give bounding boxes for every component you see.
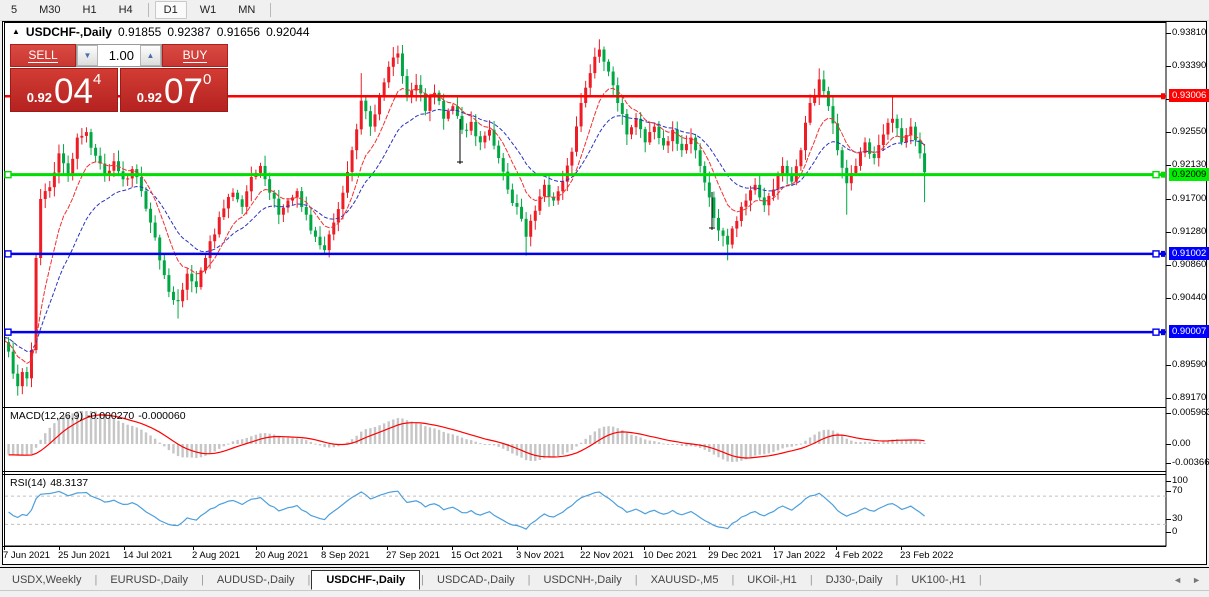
chart-title: ▲ USDCHF-,Daily 0.91855 0.92387 0.91656 … [12, 25, 310, 39]
timeframe-m30[interactable]: M30 [39, 4, 61, 16]
macd-axis-label: 0.005963 [1172, 407, 1209, 418]
date-axis-label: 29 Dec 2021 [708, 550, 762, 561]
quote-low: 0.91656 [216, 25, 261, 39]
timeframe-w1[interactable]: W1 [199, 4, 217, 16]
tab-ukoil-h1[interactable]: UKOil-,H1 [747, 573, 797, 586]
tabs-scroll-left-icon[interactable]: ◄ [1173, 574, 1183, 585]
chart-tabs-bar: USDX,Weekly | EURUSD-,Daily | AUDUSD-,Daily |… [0, 567, 1209, 591]
date-axis-label: 22 Nov 2021 [580, 550, 634, 561]
rsi-axis-label: 0 [1172, 526, 1178, 537]
tab-separator: | [978, 573, 982, 586]
tab-separator: | [731, 573, 735, 586]
rsi-axis-label: 100 [1172, 475, 1188, 486]
timeframe-toolbar: 5 M30 H1 H4 D1 W1 MN [0, 0, 1209, 21]
sell-price-sup: 4 [92, 71, 102, 88]
tab-separator: | [895, 573, 899, 586]
tab-audusd-daily[interactable]: AUDUSD-,Daily [216, 573, 295, 586]
sell-button[interactable]: SELL [10, 44, 76, 67]
price-level-badge: 0.92009 [1169, 167, 1209, 181]
tab-eurusd-daily[interactable]: EURUSD-,Daily [110, 573, 188, 586]
price-axis-label: 0.89170 [1172, 392, 1207, 403]
tab-separator: | [809, 573, 813, 586]
macd-axis-label: -0.003664 [1172, 457, 1209, 468]
price-level-badge: 0.91002 [1169, 246, 1209, 260]
toolbar-separator [270, 3, 272, 17]
tab-usdchf-daily[interactable]: USDCHF-,Daily [311, 569, 421, 590]
date-axis-label: 20 Aug 2021 [255, 550, 309, 561]
price-axis-label: 0.93390 [1172, 60, 1207, 72]
status-strip [0, 590, 1209, 597]
date-axis-label: 25 Jun 2021 [58, 550, 111, 561]
price-axis-label: 0.93810 [1172, 27, 1207, 38]
sell-price-big: 04 [54, 72, 93, 111]
date-axis-label: 7 Jun 2021 [3, 550, 51, 561]
tab-uk100-h1[interactable]: UK100-,H1 [911, 573, 966, 586]
price-axis-label: 0.90440 [1172, 292, 1207, 304]
date-axis-label: 2 Aug 2021 [192, 550, 241, 561]
tab-separator: | [634, 573, 638, 586]
macd-label: MACD(12,26,9) -0.000270 -0.000060 [10, 410, 186, 422]
date-axis-label: 8 Sep 2021 [321, 550, 370, 561]
tab-separator: | [527, 573, 531, 586]
buy-price-sup: 0 [202, 71, 212, 88]
rsi-axis-label: 30 [1172, 513, 1183, 524]
timeframe-5[interactable]: 5 [11, 4, 18, 16]
macd-value-main: -0.000270 [86, 410, 135, 422]
timeframe-h4[interactable]: H4 [118, 4, 133, 16]
buy-button[interactable]: BUY [162, 44, 228, 67]
rsi-value: 48.3137 [50, 477, 89, 489]
macd-value-signal: -0.000060 [138, 410, 186, 422]
quote-close: 0.92044 [266, 25, 310, 39]
price-axis-label: 0.92130 [1172, 159, 1207, 171]
volume-increase-icon[interactable]: ▲ [140, 45, 161, 66]
price-level-badge: 0.93006 [1169, 89, 1209, 103]
price-level-badge: 0.90007 [1169, 325, 1209, 339]
date-axis-label: 4 Feb 2022 [835, 550, 884, 561]
price-axis-label: 0.91280 [1172, 226, 1207, 238]
rsi-label: RSI(14) 48.3137 [10, 477, 89, 489]
date-axis-label: 3 Nov 2021 [516, 550, 565, 561]
tab-usdcad-daily[interactable]: USDCAD-,Daily [437, 573, 515, 586]
tab-usdcnh-daily[interactable]: USDCNH-,Daily [543, 573, 622, 586]
date-axis-label: 14 Jul 2021 [123, 550, 173, 561]
quote-high: 0.92387 [167, 25, 211, 39]
tab-separator: | [307, 573, 311, 586]
sell-price-panel[interactable]: 0.92 04 4 [10, 68, 118, 112]
date-axis-label: 23 Feb 2022 [900, 550, 954, 561]
chart-collapse-icon[interactable]: ▲ [12, 26, 20, 36]
tab-dj30-daily[interactable]: DJ30-,Daily [825, 573, 883, 586]
buy-price-big: 07 [164, 72, 203, 111]
tab-separator: | [200, 573, 204, 586]
date-axis-label: 15 Oct 2021 [451, 550, 503, 561]
price-axis-label: 0.89590 [1172, 358, 1207, 370]
buy-price-panel[interactable]: 0.92 07 0 [120, 68, 228, 112]
volume-spinner: ▼ 1.00 ▲ [76, 44, 162, 67]
tab-separator: | [421, 573, 425, 586]
tab-usdx-weekly[interactable]: USDX,Weekly [12, 573, 82, 586]
sell-price-prefix: 0.92 [26, 90, 53, 105]
price-axis-label: 0.91700 [1172, 192, 1207, 204]
trade-widget: SELL ▼ 1.00 ▲ BUY 0.92 04 4 0.92 07 0 [10, 44, 228, 112]
timeframe-h1[interactable]: H1 [82, 4, 97, 16]
date-axis-label: 10 Dec 2021 [643, 550, 697, 561]
tabs-scroll-right-icon[interactable]: ► [1192, 574, 1201, 585]
tab-separator: | [94, 573, 98, 586]
buy-price-prefix: 0.92 [136, 90, 163, 105]
chart-plot[interactable] [0, 0, 1209, 567]
price-axis-label: 0.90860 [1172, 259, 1207, 271]
price-axis-label: 0.92550 [1172, 126, 1207, 138]
quote-open: 0.91855 [117, 25, 162, 39]
rsi-axis-label: 70 [1172, 485, 1183, 496]
timeframe-mn[interactable]: MN [238, 4, 256, 16]
volume-decrease-icon[interactable]: ▼ [77, 45, 98, 66]
volume-input[interactable]: 1.00 [98, 45, 140, 66]
date-axis-label: 17 Jan 2022 [773, 550, 826, 561]
tab-xauusd-m5[interactable]: XAUUSD-,M5 [650, 573, 719, 586]
timeframe-d1[interactable]: D1 [154, 1, 187, 19]
date-axis-label: 27 Sep 2021 [386, 550, 440, 561]
chart-symbol-period: USDCHF-,Daily [25, 25, 112, 39]
toolbar-separator [147, 3, 149, 17]
macd-axis-label: 0.00 [1172, 438, 1191, 449]
